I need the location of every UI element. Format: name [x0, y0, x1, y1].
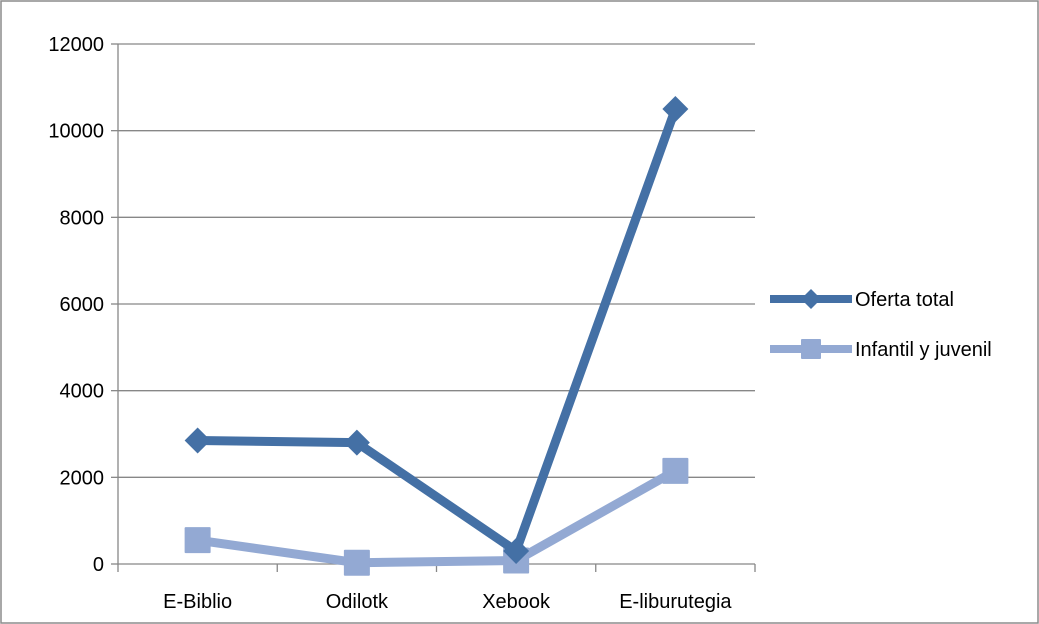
y-tick-label: 2000 [60, 467, 105, 489]
y-axis-tick-labels: 0 2000 4000 6000 8000 10000 12000 [48, 34, 104, 576]
y-tick-label: 0 [93, 554, 104, 576]
series-1 [184, 96, 689, 564]
x-tick-label: E-Biblio [163, 591, 232, 613]
y-tick-label: 10000 [48, 121, 104, 143]
data-point [343, 429, 370, 456]
data-point [184, 527, 211, 554]
x-axis-tick-labels: E-Biblio Odilotk Xebook E-liburutegia [163, 591, 732, 613]
series-line [193, 104, 680, 556]
data-point [662, 96, 689, 122]
data-point [343, 549, 370, 576]
y-tick-label: 12000 [48, 34, 104, 56]
legend-marker [801, 339, 821, 359]
gridlines [118, 43, 755, 478]
legend-item: Infantil y juvenil [770, 339, 992, 361]
legend-label: Oferta total [855, 289, 954, 311]
legend-item: Oferta total [770, 289, 954, 311]
x-tick-label: Odilotk [326, 591, 389, 613]
series-lines [184, 96, 689, 576]
data-point [503, 538, 530, 564]
data-point [184, 427, 211, 454]
legend: Oferta total Infantil y juvenil [770, 289, 992, 361]
data-point [662, 457, 689, 484]
x-tick-label: E-liburutegia [619, 591, 732, 613]
series-line [193, 466, 680, 568]
y-tick-label: 6000 [60, 294, 105, 316]
legend-label: Infantil y juvenil [855, 339, 992, 361]
y-tick-label: 4000 [60, 381, 105, 403]
legend-marker [801, 289, 821, 309]
y-tick-label: 8000 [60, 207, 105, 229]
x-tick-label: Xebook [482, 591, 551, 613]
